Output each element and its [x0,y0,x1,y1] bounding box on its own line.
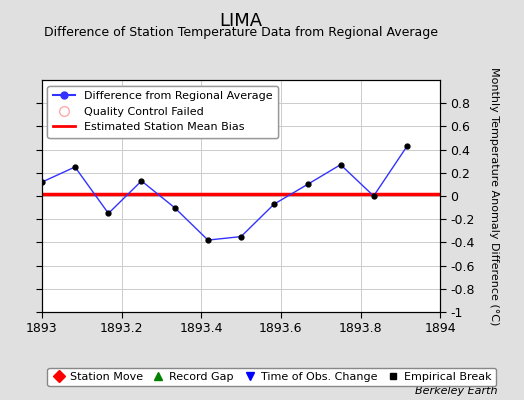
Text: LIMA: LIMA [220,12,263,30]
Y-axis label: Monthly Temperature Anomaly Difference (°C): Monthly Temperature Anomaly Difference (… [489,67,499,325]
Text: Difference of Station Temperature Data from Regional Average: Difference of Station Temperature Data f… [44,26,438,39]
Legend: Station Move, Record Gap, Time of Obs. Change, Empirical Break: Station Move, Record Gap, Time of Obs. C… [48,368,496,386]
Text: Berkeley Earth: Berkeley Earth [416,386,498,396]
Legend: Difference from Regional Average, Quality Control Failed, Estimated Station Mean: Difference from Regional Average, Qualit… [48,86,278,138]
